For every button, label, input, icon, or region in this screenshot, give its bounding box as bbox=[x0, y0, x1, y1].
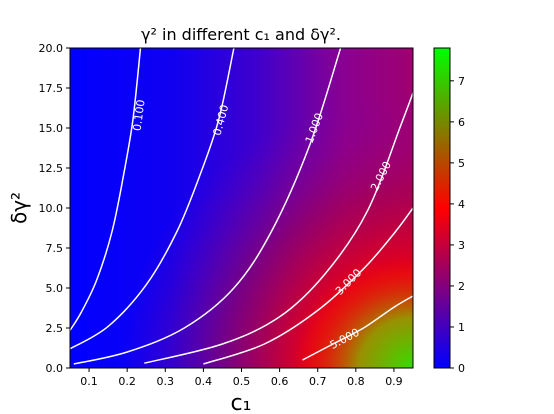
chart-title: γ² in different c₁ and δγ². bbox=[141, 25, 341, 44]
contour-line bbox=[302, 295, 414, 361]
colorbar: 0 1 2 3 4 5 6 7 bbox=[433, 47, 465, 375]
colorbar-tick-label: 6 bbox=[458, 116, 465, 129]
x-tick-label: 0.6 bbox=[271, 375, 289, 388]
y-tick-label: 10.0 bbox=[39, 202, 64, 215]
contour-lines bbox=[69, 47, 414, 365]
x-tick-label: 0.7 bbox=[309, 375, 327, 388]
y-tick-label: 15.0 bbox=[39, 122, 64, 135]
y-tick-label: 0.0 bbox=[46, 362, 64, 375]
heatmap-peak-region bbox=[70, 48, 413, 368]
x-tick-label: 0.2 bbox=[118, 375, 136, 388]
contour-line bbox=[144, 92, 414, 364]
colorbar-tick-label: 3 bbox=[458, 239, 465, 252]
colorbar-tick-label: 7 bbox=[458, 75, 465, 88]
y-tick-label: 17.5 bbox=[39, 82, 64, 95]
x-tick-label: 0.1 bbox=[80, 375, 98, 388]
y-tick-label: 12.5 bbox=[39, 162, 64, 175]
contour-line bbox=[203, 207, 414, 365]
y-axis-title: δγ² bbox=[7, 192, 31, 224]
contour-label: 0.100 bbox=[131, 99, 148, 132]
x-tick-label: 0.8 bbox=[347, 375, 365, 388]
colorbar-tick-label: 1 bbox=[458, 321, 465, 334]
colorbar-tick-label: 2 bbox=[458, 280, 465, 293]
colorbar-gradient bbox=[433, 47, 451, 369]
x-axis-title: c₁ bbox=[231, 391, 252, 414]
y-tick-label: 2.5 bbox=[46, 322, 64, 335]
colorbar-tick-label: 4 bbox=[458, 198, 465, 211]
x-tick-label: 0.3 bbox=[157, 375, 175, 388]
colorbar-ticks: 0 1 2 3 4 5 6 7 bbox=[450, 75, 465, 375]
x-axis: 0.1 0.2 0.3 0.4 0.5 0.6 0.7 0.8 0.9 bbox=[80, 368, 403, 388]
x-tick-label: 0.4 bbox=[195, 375, 213, 388]
contour-line bbox=[69, 47, 142, 331]
y-tick-label: 5.0 bbox=[46, 282, 64, 295]
colorbar-tick-label: 0 bbox=[458, 362, 465, 375]
contour-line bbox=[73, 47, 342, 365]
x-tick-label: 0.9 bbox=[385, 375, 403, 388]
y-tick-label: 20.0 bbox=[39, 42, 64, 55]
colorbar-tick-label: 5 bbox=[458, 157, 465, 170]
x-tick-label: 0.5 bbox=[233, 375, 251, 388]
contour-line bbox=[69, 47, 235, 350]
y-tick-label: 7.5 bbox=[46, 242, 64, 255]
y-axis: 0.0 2.5 5.0 7.5 10.0 12.5 15.0 17.5 20.0 bbox=[39, 42, 70, 375]
